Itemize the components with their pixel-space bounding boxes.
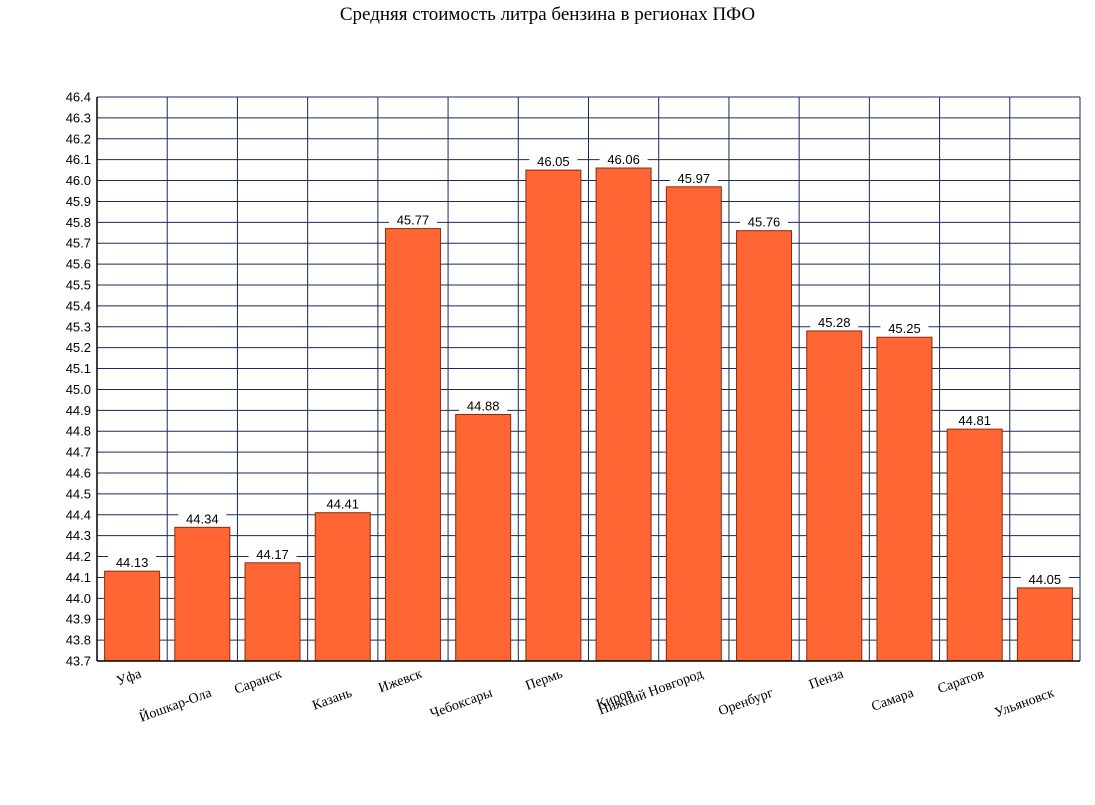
category-label: Ижевск	[377, 667, 425, 697]
y-tick-label: 45.2	[66, 340, 91, 355]
grid-layer	[96, 96, 1081, 662]
category-label: Чебоксары	[428, 685, 495, 721]
bar	[665, 186, 722, 662]
y-tick-label: 44.6	[66, 466, 91, 481]
y-tick-label: 43.8	[66, 633, 91, 648]
y-tick-label: 44.5	[66, 486, 91, 501]
value-label: 45.28	[818, 315, 851, 330]
value-label: 45.77	[397, 213, 430, 228]
bar	[455, 414, 512, 662]
bar	[1016, 587, 1073, 662]
value-label-bg	[950, 412, 999, 428]
category-label: Ульяновск	[993, 686, 1057, 721]
category-label: Саратов	[936, 667, 987, 698]
value-label: 45.76	[748, 215, 781, 230]
y-tick-label: 44.0	[66, 591, 91, 606]
y-tick-label: 45.5	[66, 278, 91, 293]
bars-layer	[104, 167, 1073, 662]
bar	[876, 336, 933, 662]
y-tick-label: 45.6	[66, 257, 91, 272]
y-tick-label: 44.7	[66, 445, 91, 460]
bar	[806, 330, 863, 662]
y-tick-label: 44.3	[66, 528, 91, 543]
category-label: Оренбург	[717, 686, 776, 720]
value-label-bg	[248, 545, 297, 561]
bar	[525, 169, 582, 662]
value-label-bg	[599, 151, 648, 167]
value-label-bg	[388, 211, 437, 227]
bar	[174, 526, 231, 662]
y-tick-label: 46.2	[66, 131, 91, 146]
y-tick-label: 44.4	[66, 507, 91, 522]
bar	[384, 228, 441, 662]
y-tick-label: 43.7	[66, 654, 91, 669]
y-tick-label: 44.1	[66, 570, 91, 585]
y-tick-label: 45.9	[66, 194, 91, 209]
value-label: 44.41	[326, 497, 359, 512]
value-label: 45.25	[888, 321, 921, 336]
value-label-bg	[459, 397, 508, 413]
axis-layer	[96, 97, 1080, 662]
bar	[244, 562, 301, 662]
category-label: Йошкар-Ола	[137, 684, 215, 726]
value-label: 46.05	[537, 154, 570, 169]
value-label-bg	[108, 554, 157, 570]
y-tick-label: 45.8	[66, 215, 91, 230]
value-label-bg	[880, 320, 929, 336]
category-label: Саранск	[232, 667, 284, 698]
value-label: 44.17	[256, 547, 289, 562]
y-tick-label: 45.1	[66, 361, 91, 376]
y-tick-label: 45.3	[66, 319, 91, 334]
value-label-bg	[318, 495, 367, 511]
value-label-bg	[740, 213, 789, 229]
y-tick-label: 44.2	[66, 549, 91, 564]
value-label-bg	[810, 313, 859, 329]
value-label: 44.34	[186, 511, 219, 526]
category-label: Уфа	[115, 666, 145, 689]
category-label: Пермь	[524, 667, 565, 694]
value-label: 45.97	[678, 171, 711, 186]
y-tick-label: 46.3	[66, 110, 91, 125]
bar	[595, 167, 652, 662]
category-label: Пенза	[807, 666, 846, 693]
category-label: Самара	[870, 685, 917, 714]
value-label-bg	[529, 153, 578, 169]
value-label-bg	[178, 510, 227, 526]
y-tick-label: 44.9	[66, 403, 91, 418]
y-tick-label: 44.8	[66, 424, 91, 439]
value-label-bg	[669, 169, 718, 185]
value-label: 44.88	[467, 399, 500, 414]
y-tick-label: 46.0	[66, 173, 91, 188]
y-tick-label: 45.0	[66, 382, 91, 397]
value-label: 44.81	[958, 413, 991, 428]
bar	[736, 230, 793, 662]
y-tick-label: 43.9	[66, 612, 91, 627]
bar	[314, 512, 371, 662]
y-tick-label: 46.1	[66, 152, 91, 167]
value-label-bg	[1020, 570, 1069, 586]
value-label: 44.05	[1029, 572, 1062, 587]
y-tick-label: 45.7	[66, 236, 91, 251]
category-label: Казань	[310, 686, 354, 714]
value-label: 46.06	[607, 152, 640, 167]
bar	[946, 428, 1003, 662]
y-tick-label: 45.4	[66, 298, 91, 313]
chart-title: Средняя стоимость литра бензина в регион…	[339, 4, 756, 25]
y-tick-label: 46.4	[66, 90, 91, 105]
bar	[104, 570, 161, 662]
value-label: 44.13	[116, 555, 149, 570]
